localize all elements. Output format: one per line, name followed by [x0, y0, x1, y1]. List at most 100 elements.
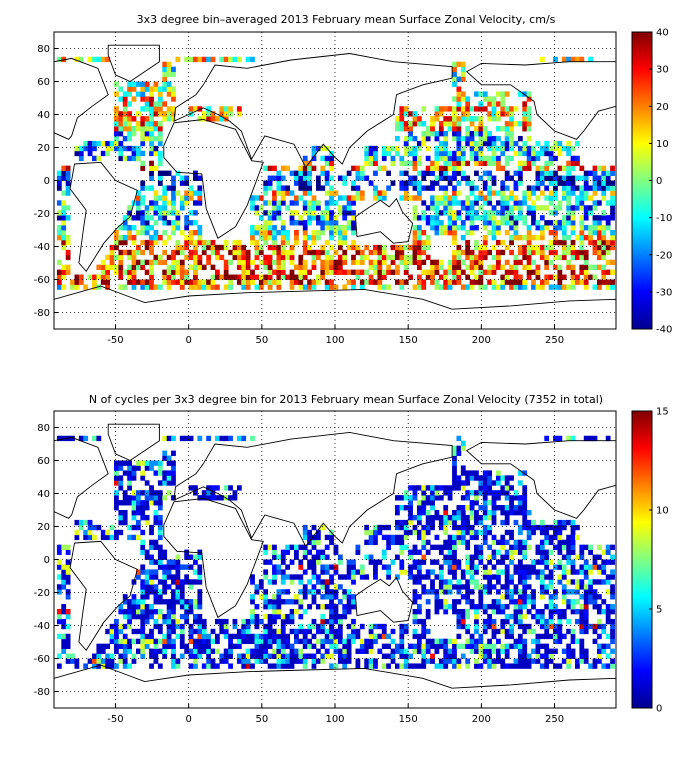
- velocity-bin: [280, 195, 286, 201]
- velocity-bin: [289, 259, 295, 266]
- count-bin: [592, 559, 598, 565]
- count-bin: [596, 609, 602, 615]
- count-bin: [474, 623, 479, 630]
- velocity-bin: [544, 254, 550, 261]
- velocity-bin: [302, 155, 308, 162]
- count-bin: [364, 658, 370, 664]
- count-bin: [118, 609, 124, 615]
- velocity-bin: [504, 126, 510, 132]
- velocity-bin: [452, 66, 457, 72]
- count-bin: [162, 579, 168, 585]
- velocity-bin: [412, 210, 418, 216]
- velocity-bin: [575, 185, 580, 191]
- velocity-bin: [500, 180, 506, 186]
- count-bin: [368, 559, 374, 565]
- velocity-bin: [566, 165, 572, 171]
- count-bin: [377, 623, 383, 630]
- velocity-bin: [579, 239, 585, 246]
- velocity-bin: [500, 111, 506, 117]
- count-bin: [544, 604, 550, 610]
- count-bin: [522, 539, 528, 546]
- count-bin: [127, 534, 132, 541]
- count-bin: [474, 510, 479, 516]
- count-bin: [592, 594, 598, 600]
- count-bin: [294, 574, 299, 580]
- count-bin: [491, 495, 497, 501]
- count-bin: [605, 544, 611, 550]
- count-bin: [438, 584, 444, 590]
- count-bin: [280, 618, 286, 625]
- velocity-bin: [570, 145, 576, 152]
- count-bin: [416, 643, 422, 649]
- count-bin: [171, 613, 176, 620]
- velocity-bin: [500, 284, 506, 290]
- velocity-bin: [153, 101, 159, 107]
- count-bin: [267, 599, 273, 605]
- count-bin: [122, 514, 128, 521]
- count-bin: [438, 599, 444, 605]
- count-bin: [517, 589, 523, 595]
- velocity-bin: [474, 239, 479, 246]
- velocity-bin: [272, 259, 277, 266]
- velocity-bin: [452, 195, 457, 201]
- count-bin: [206, 653, 211, 659]
- velocity-bin: [465, 111, 471, 117]
- velocity-bin: [351, 279, 356, 285]
- count-bin: [452, 609, 457, 615]
- count-bin: [127, 604, 132, 610]
- count-bin: [557, 549, 563, 555]
- velocity-bin: [531, 190, 536, 196]
- count-bin: [171, 589, 176, 595]
- count-bin: [570, 529, 576, 536]
- count-bin: [114, 505, 119, 511]
- count-bin: [478, 589, 484, 595]
- velocity-bin: [478, 155, 484, 162]
- count-bin: [438, 564, 444, 570]
- velocity-bin: [162, 116, 168, 122]
- velocity-bin: [280, 234, 286, 241]
- velocity-bin: [122, 249, 128, 256]
- velocity-bin: [307, 269, 312, 275]
- velocity-bin: [188, 190, 194, 196]
- count-bin: [140, 505, 146, 511]
- velocity-bin: [561, 165, 567, 171]
- velocity-bin: [144, 131, 150, 137]
- count-bin: [478, 485, 484, 491]
- count-bin: [228, 648, 233, 654]
- velocity-bin: [495, 225, 501, 231]
- count-bin: [482, 514, 488, 521]
- colorbar-tick-label: 0: [656, 176, 662, 187]
- count-bin: [548, 613, 554, 620]
- velocity-bin: [416, 185, 422, 191]
- velocity-bin: [263, 254, 269, 261]
- velocity-bin: [456, 180, 462, 186]
- count-bin: [258, 579, 264, 585]
- count-bin: [434, 534, 440, 541]
- y-tick-label: -60: [34, 654, 50, 665]
- count-bin: [482, 658, 488, 664]
- velocity-bin: [416, 259, 422, 266]
- velocity-bin: [412, 155, 418, 162]
- velocity-bin: [364, 254, 370, 261]
- colorbar-tick-label: 10: [656, 139, 669, 150]
- velocity-bin: [438, 175, 444, 181]
- count-bin: [285, 643, 291, 649]
- velocity-bin: [324, 254, 330, 261]
- count-bin: [399, 524, 405, 531]
- count-bin: [605, 579, 611, 585]
- velocity-bin: [179, 200, 185, 206]
- count-bin: [232, 643, 238, 649]
- velocity-bin: [513, 121, 519, 127]
- count-bin: [570, 559, 576, 565]
- velocity-bin: [522, 116, 528, 122]
- velocity-bin: [566, 234, 572, 241]
- velocity-bin: [482, 155, 488, 162]
- count-bin: [149, 460, 154, 466]
- count-bin: [149, 613, 154, 620]
- count-bin: [364, 524, 370, 531]
- velocity-bin: [513, 279, 519, 285]
- velocity-bin: [456, 170, 462, 176]
- velocity-bin: [535, 155, 541, 162]
- count-bin: [280, 569, 286, 575]
- velocity-bin: [307, 215, 312, 221]
